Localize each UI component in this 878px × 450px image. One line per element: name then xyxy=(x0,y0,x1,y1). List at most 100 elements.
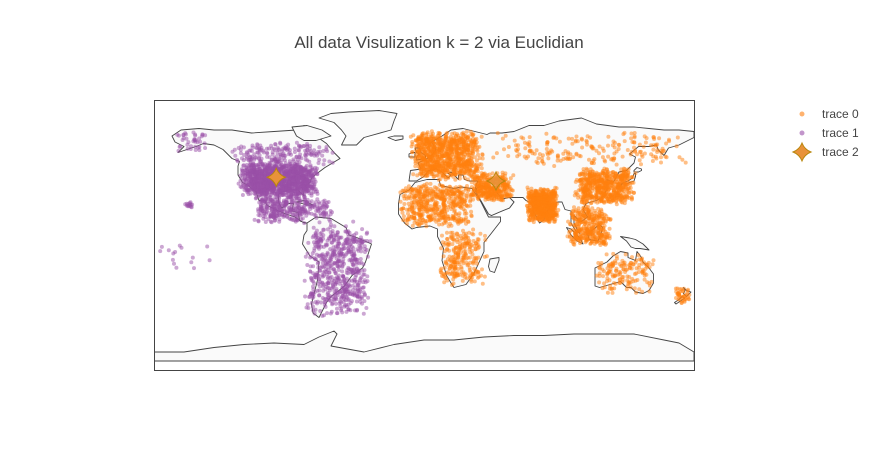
data-point[interactable] xyxy=(292,172,297,177)
data-point[interactable] xyxy=(189,260,194,265)
data-point[interactable] xyxy=(362,244,367,249)
data-point[interactable] xyxy=(311,225,316,230)
data-point[interactable] xyxy=(412,214,417,218)
data-point[interactable] xyxy=(425,201,429,206)
data-point[interactable] xyxy=(316,260,321,265)
data-point[interactable] xyxy=(250,162,255,167)
data-point[interactable] xyxy=(440,208,445,213)
data-point[interactable] xyxy=(471,232,476,237)
data-point[interactable] xyxy=(282,192,287,197)
data-point[interactable] xyxy=(425,130,430,135)
data-point[interactable] xyxy=(443,143,448,148)
data-point[interactable] xyxy=(462,197,466,202)
data-point[interactable] xyxy=(259,178,264,183)
data-point[interactable] xyxy=(455,139,460,144)
data-point[interactable] xyxy=(351,292,355,297)
data-point[interactable] xyxy=(270,152,275,157)
data-point[interactable] xyxy=(325,276,330,281)
data-point[interactable] xyxy=(315,197,320,202)
data-point[interactable] xyxy=(465,151,470,156)
data-point[interactable] xyxy=(439,196,444,201)
data-point[interactable] xyxy=(315,166,319,171)
data-point[interactable] xyxy=(269,205,274,210)
data-point[interactable] xyxy=(364,231,369,236)
data-point[interactable] xyxy=(293,162,297,167)
data-point[interactable] xyxy=(436,159,441,164)
data-point[interactable] xyxy=(333,271,338,275)
data-point[interactable] xyxy=(263,169,268,174)
data-point[interactable] xyxy=(406,216,411,221)
data-point[interactable] xyxy=(313,179,318,184)
data-point[interactable] xyxy=(467,247,472,252)
data-point[interactable] xyxy=(317,157,322,162)
data-point[interactable] xyxy=(292,150,297,154)
data-point[interactable] xyxy=(317,277,321,282)
data-point[interactable] xyxy=(447,153,452,158)
data-point[interactable] xyxy=(236,181,241,186)
data-point[interactable] xyxy=(258,159,263,163)
data-point[interactable] xyxy=(267,199,272,204)
data-point[interactable] xyxy=(411,172,416,177)
data-point[interactable] xyxy=(297,155,302,160)
data-point[interactable] xyxy=(334,301,338,306)
data-point[interactable] xyxy=(193,144,198,149)
data-point[interactable] xyxy=(326,214,331,219)
data-point[interactable] xyxy=(450,242,455,247)
data-point[interactable] xyxy=(351,253,356,258)
data-point[interactable] xyxy=(328,256,333,261)
data-point[interactable] xyxy=(411,133,416,138)
data-point[interactable] xyxy=(326,285,330,290)
data-point[interactable] xyxy=(306,240,311,245)
data-point[interactable] xyxy=(458,173,463,178)
data-point[interactable] xyxy=(286,142,291,147)
data-point[interactable] xyxy=(262,181,267,186)
data-point[interactable] xyxy=(309,172,314,177)
data-point[interactable] xyxy=(357,243,362,248)
data-point[interactable] xyxy=(270,157,275,162)
data-point[interactable] xyxy=(464,211,469,216)
data-point[interactable] xyxy=(263,207,268,212)
data-point[interactable] xyxy=(294,155,299,160)
data-point[interactable] xyxy=(344,238,349,243)
data-point[interactable] xyxy=(419,221,424,225)
data-point[interactable] xyxy=(410,150,414,155)
data-point[interactable] xyxy=(415,139,420,144)
data-point[interactable] xyxy=(321,210,326,215)
data-point[interactable] xyxy=(401,194,406,198)
data-point[interactable] xyxy=(351,219,356,224)
data-point[interactable] xyxy=(465,204,470,209)
data-point[interactable] xyxy=(253,192,258,197)
data-point[interactable] xyxy=(315,301,320,306)
data-point[interactable] xyxy=(289,201,294,206)
data-point[interactable] xyxy=(357,291,362,296)
data-point[interactable] xyxy=(240,170,245,175)
data-point[interactable] xyxy=(503,171,508,176)
data-point[interactable] xyxy=(353,257,358,262)
data-point[interactable] xyxy=(294,217,299,222)
data-point[interactable] xyxy=(459,205,464,210)
data-point[interactable] xyxy=(453,177,458,182)
data-point[interactable] xyxy=(463,160,468,165)
data-point[interactable] xyxy=(274,154,279,159)
data-point[interactable] xyxy=(342,303,347,308)
data-point[interactable] xyxy=(309,301,314,305)
data-point[interactable] xyxy=(444,271,449,276)
data-point[interactable] xyxy=(291,166,296,171)
data-point[interactable] xyxy=(311,292,316,297)
data-point[interactable] xyxy=(172,261,176,266)
data-point[interactable] xyxy=(293,212,298,217)
data-point[interactable] xyxy=(452,199,457,204)
data-point[interactable] xyxy=(334,311,339,316)
data-point[interactable] xyxy=(439,246,444,251)
data-point[interactable] xyxy=(256,165,261,169)
data-point[interactable] xyxy=(436,177,441,182)
data-point[interactable] xyxy=(440,161,445,166)
data-point[interactable] xyxy=(457,199,462,204)
data-point[interactable] xyxy=(445,230,449,235)
data-point[interactable] xyxy=(185,146,190,151)
data-point[interactable] xyxy=(238,151,243,156)
data-point[interactable] xyxy=(457,158,462,163)
data-point[interactable] xyxy=(203,146,208,150)
data-point[interactable] xyxy=(262,187,267,192)
